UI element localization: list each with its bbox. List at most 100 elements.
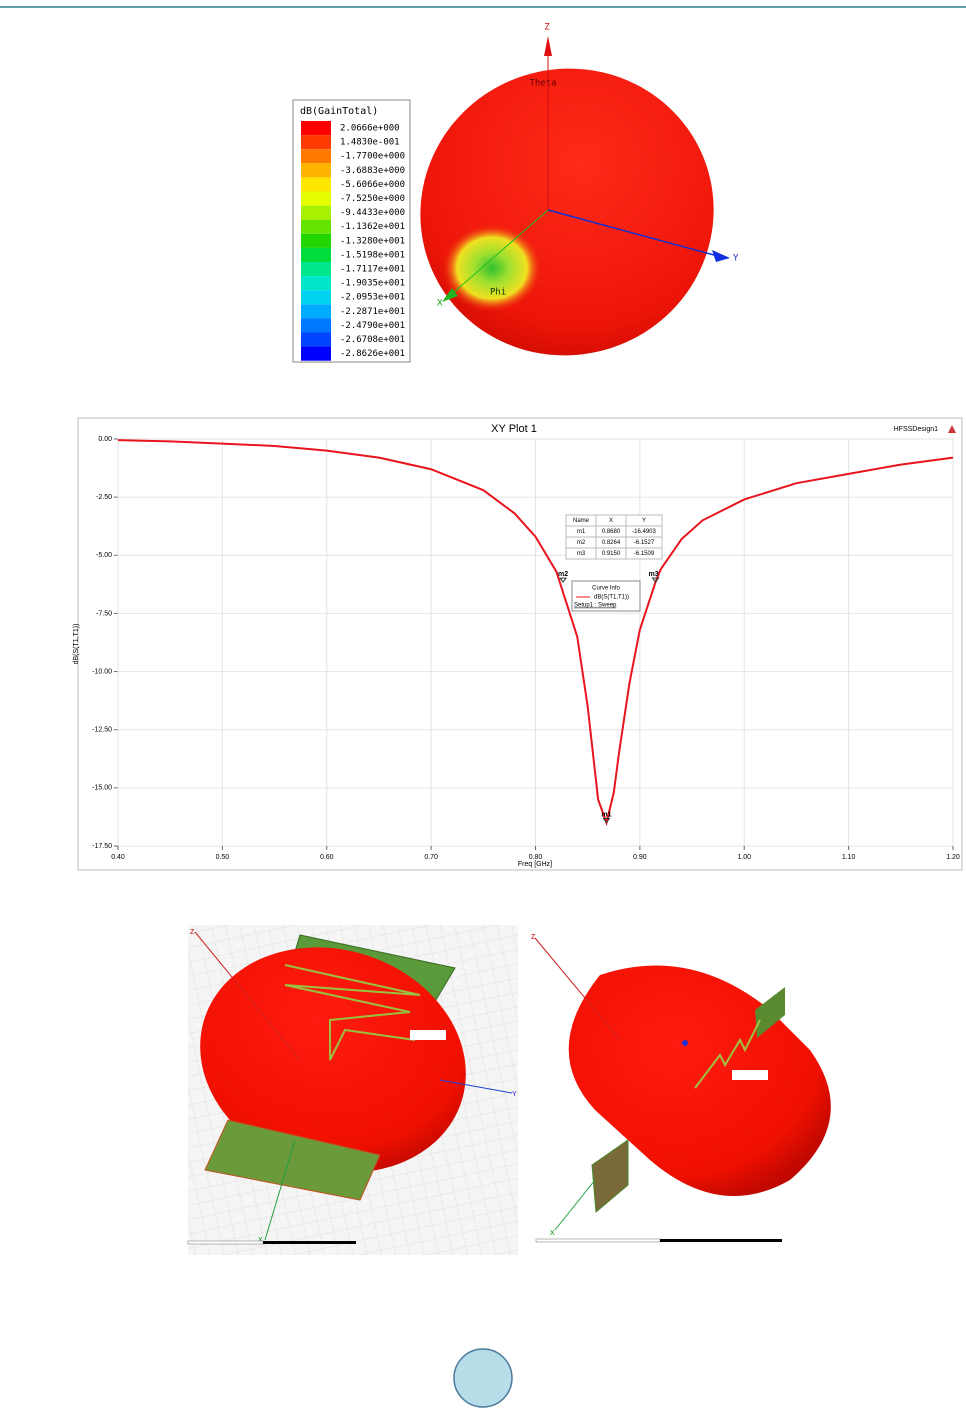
legend-swatch bbox=[301, 233, 331, 248]
legend-label: -5.6066e+000 bbox=[340, 180, 405, 190]
legend-label: -1.7700e+000 bbox=[340, 152, 405, 162]
x-tick-label: 1.10 bbox=[842, 854, 856, 861]
legend-label: -1.1362e+001 bbox=[340, 222, 405, 232]
board bbox=[755, 987, 785, 1038]
view-right: Z X bbox=[528, 925, 835, 1255]
label-box bbox=[732, 1070, 768, 1080]
table-cell bbox=[625, 547, 663, 560]
table-text: m3 bbox=[577, 551, 586, 557]
x-tick-label: 1.20 bbox=[946, 854, 960, 861]
y-tick-label: -17.50 bbox=[92, 843, 112, 850]
legend-label: -3.6883e+000 bbox=[340, 166, 405, 176]
legend-label: -1.5198e+001 bbox=[340, 250, 405, 260]
table-text: -6.1527 bbox=[634, 540, 655, 546]
legend-label: -7.5250e+000 bbox=[340, 194, 405, 204]
axis-label: Y bbox=[733, 254, 739, 264]
legend-label: -1.9035e+001 bbox=[340, 279, 405, 289]
antenna-trace bbox=[284, 964, 421, 1061]
y-tick-label: -10.00 bbox=[92, 668, 112, 675]
table-text: -6.1509 bbox=[634, 551, 655, 557]
y-axis-label: dB(S(T1,T1)) bbox=[73, 624, 80, 665]
scale-bar bbox=[660, 1239, 782, 1242]
legend-label: -1.3280e+001 bbox=[340, 236, 405, 246]
y-tick-label: -2.50 bbox=[96, 494, 112, 501]
legend-swatch bbox=[301, 276, 331, 291]
legend-label: -1.7117e+001 bbox=[340, 265, 405, 275]
legend-swatch bbox=[301, 346, 331, 361]
marker-label: m2 bbox=[558, 571, 568, 578]
y-tick-label: -5.00 bbox=[96, 552, 112, 559]
legend-swatch bbox=[301, 304, 331, 319]
axis-label: X bbox=[258, 1237, 263, 1244]
legend-swatch bbox=[301, 191, 331, 206]
scale-bar bbox=[263, 1241, 356, 1244]
legend-label: -2.4790e+001 bbox=[340, 321, 405, 331]
board bbox=[591, 1139, 629, 1214]
z-axis bbox=[194, 931, 301, 1061]
y-tick-label: 0.00 bbox=[98, 436, 112, 443]
table-text: 0.9150 bbox=[602, 551, 621, 557]
x-tick-label: 0.70 bbox=[424, 854, 438, 861]
page-number-badge bbox=[453, 1348, 513, 1408]
y-tick-label: -15.00 bbox=[92, 785, 112, 792]
x-axis bbox=[554, 1179, 596, 1231]
marker bbox=[651, 577, 660, 583]
marker bbox=[602, 818, 611, 824]
legend-swatch bbox=[301, 177, 331, 192]
xy-plot: XY Plot 1 HFSSDesign1 Freq [GHz] dB(S(T1… bbox=[73, 417, 963, 871]
axis-label: Z bbox=[531, 934, 536, 941]
axis-label: X bbox=[550, 1230, 555, 1237]
axis-label: X bbox=[437, 299, 443, 309]
axis-label: Theta bbox=[529, 79, 556, 89]
logo bbox=[948, 425, 956, 433]
table-text: Y bbox=[642, 518, 646, 524]
y-axis bbox=[439, 1079, 513, 1094]
table-text: X bbox=[609, 518, 613, 524]
z-arrow bbox=[544, 36, 552, 56]
pattern-null bbox=[442, 224, 542, 312]
pattern-surface bbox=[200, 947, 466, 1173]
x-axis bbox=[444, 209, 549, 301]
legend-label: -2.6708e+001 bbox=[340, 335, 405, 345]
table-text: m2 bbox=[577, 540, 586, 546]
marker-label: m3 bbox=[648, 571, 658, 578]
radiation-pattern: Z Theta Y X Phi bbox=[420, 23, 739, 356]
legend-swatch bbox=[301, 205, 331, 220]
x-tick-label: 1.00 bbox=[737, 854, 751, 861]
y-tick-label: -7.50 bbox=[96, 610, 112, 617]
curve-info bbox=[571, 580, 641, 612]
legend-swatch bbox=[301, 247, 331, 262]
y-axis bbox=[682, 1040, 688, 1046]
legend-swatch bbox=[301, 332, 331, 347]
legend-label: dB(S(T1,T1)) bbox=[594, 595, 629, 601]
x-axis bbox=[264, 1139, 296, 1241]
y-axis bbox=[547, 209, 726, 259]
z-axis bbox=[534, 937, 621, 1041]
legend-label: -2.8626e+001 bbox=[340, 349, 405, 359]
axis-label: Y bbox=[512, 1091, 517, 1098]
y-arrow bbox=[712, 250, 730, 262]
legend-swatch bbox=[301, 163, 331, 178]
legend-label: 1.4830e-001 bbox=[340, 138, 400, 148]
table-text: Name bbox=[573, 518, 590, 524]
plot-title: XY Plot 1 bbox=[491, 423, 537, 435]
table-text: -16.4903 bbox=[632, 529, 656, 535]
legend-label: -2.0953e+001 bbox=[340, 293, 405, 303]
legend-swatch bbox=[301, 318, 331, 333]
x-arrow bbox=[442, 288, 458, 302]
plot-frame bbox=[77, 417, 963, 871]
table-text: 0.8264 bbox=[602, 540, 621, 546]
label-box bbox=[410, 1030, 446, 1040]
legend-swatch bbox=[301, 135, 331, 150]
table-text: m1 bbox=[577, 529, 586, 535]
table-text: 0.8680 bbox=[602, 529, 621, 535]
x-tick-label: 0.50 bbox=[216, 854, 230, 861]
marker-label: m1 bbox=[601, 811, 611, 818]
design-label: HFSSDesign1 bbox=[894, 426, 938, 433]
gain-legend: dB(GainTotal) 2.0666e+000 1.4830e-001 -1.7… bbox=[292, 99, 411, 363]
antenna-trace bbox=[694, 1019, 761, 1089]
legend-swatch bbox=[301, 149, 331, 164]
view-left: Z Y X bbox=[187, 925, 518, 1255]
